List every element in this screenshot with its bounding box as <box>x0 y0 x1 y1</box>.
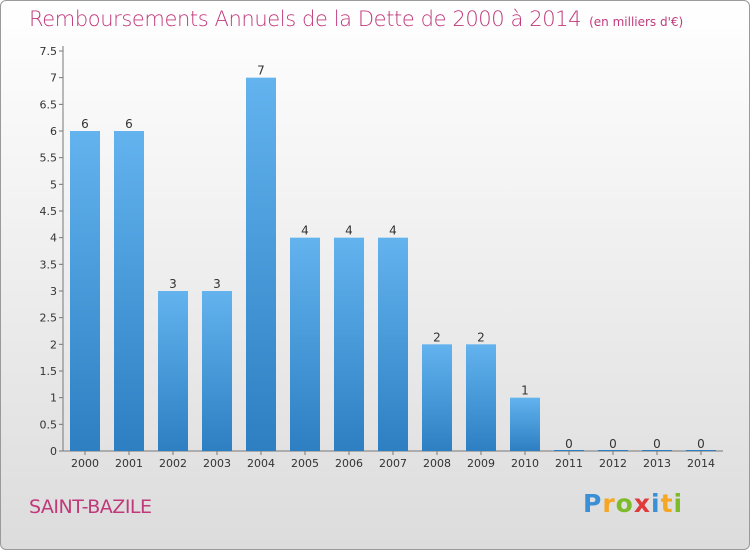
y-tick-label: 0 <box>50 445 57 458</box>
x-tick-label: 2013 <box>643 457 671 470</box>
data-label: 2 <box>433 330 441 344</box>
bar <box>114 131 144 451</box>
data-label: 0 <box>609 437 617 451</box>
x-tick-label: 2010 <box>511 457 539 470</box>
data-label: 0 <box>565 437 573 451</box>
data-label: 3 <box>169 277 177 291</box>
x-tick-label: 2002 <box>159 457 187 470</box>
chart-title: Remboursements Annuels de la Dette de 20… <box>29 7 582 31</box>
bar <box>70 131 100 451</box>
x-tick-label: 2014 <box>687 457 715 470</box>
bar <box>202 291 232 451</box>
data-label: 6 <box>125 117 133 131</box>
bar <box>598 450 628 451</box>
x-tick-label: 2006 <box>335 457 363 470</box>
data-label: 0 <box>697 437 705 451</box>
y-tick-label: 1 <box>50 392 57 405</box>
x-tick-label: 2004 <box>247 457 275 470</box>
y-tick-label: 7 <box>50 72 57 85</box>
data-label: 0 <box>653 437 661 451</box>
y-tick-label: 2.5 <box>40 312 58 325</box>
y-tick-label: 6.5 <box>40 98 58 111</box>
proxiti-logo[interactable]: Proxiti <box>583 489 684 518</box>
bar <box>642 450 672 451</box>
data-label: 2 <box>477 330 485 344</box>
y-tick-label: 7.5 <box>40 45 58 58</box>
x-tick-label: 2008 <box>423 457 451 470</box>
data-label: 6 <box>81 117 89 131</box>
bar <box>290 237 320 451</box>
y-tick-label: 6 <box>50 125 57 138</box>
y-tick-label: 5.5 <box>40 152 58 165</box>
y-tick-label: 4 <box>50 232 57 245</box>
y-tick-label: 0.5 <box>40 418 58 431</box>
x-tick-label: 2001 <box>115 457 143 470</box>
y-tick-label: 4.5 <box>40 205 58 218</box>
x-tick-label: 2012 <box>599 457 627 470</box>
x-tick-label: 2000 <box>71 457 99 470</box>
y-tick-label: 3.5 <box>40 258 58 271</box>
data-label: 1 <box>521 384 529 398</box>
y-tick-label: 1.5 <box>40 365 58 378</box>
x-tick-label: 2005 <box>291 457 319 470</box>
bar <box>246 77 276 452</box>
bar <box>510 397 540 451</box>
data-label: 4 <box>345 224 353 238</box>
bars: 6 6 3 3 7 4 4 4 2 2 1 0 0 0 0 <box>70 64 716 452</box>
bar <box>378 237 408 451</box>
x-tick-label: 2009 <box>467 457 495 470</box>
bar <box>554 450 584 451</box>
x-tick-label: 2007 <box>379 457 407 470</box>
data-label: 3 <box>213 277 221 291</box>
data-label: 4 <box>389 224 397 238</box>
bar <box>422 344 452 451</box>
y-tick-label: 3 <box>50 285 57 298</box>
bar <box>158 291 188 451</box>
data-label: 4 <box>301 224 309 238</box>
title-row: Remboursements Annuels de la Dette de 20… <box>29 7 683 31</box>
x-tick-label: 2003 <box>203 457 231 470</box>
commune-name: SAINT-BAZILE <box>29 496 152 518</box>
data-label: 7 <box>257 64 265 78</box>
y-tick-label: 2 <box>50 338 57 351</box>
bar <box>334 237 364 451</box>
x-tick-label: 2011 <box>555 457 583 470</box>
chart-subtitle: (en milliers d'€) <box>589 15 684 29</box>
bar <box>466 344 496 451</box>
y-tick-label: 5 <box>50 178 57 191</box>
bar <box>686 450 716 451</box>
